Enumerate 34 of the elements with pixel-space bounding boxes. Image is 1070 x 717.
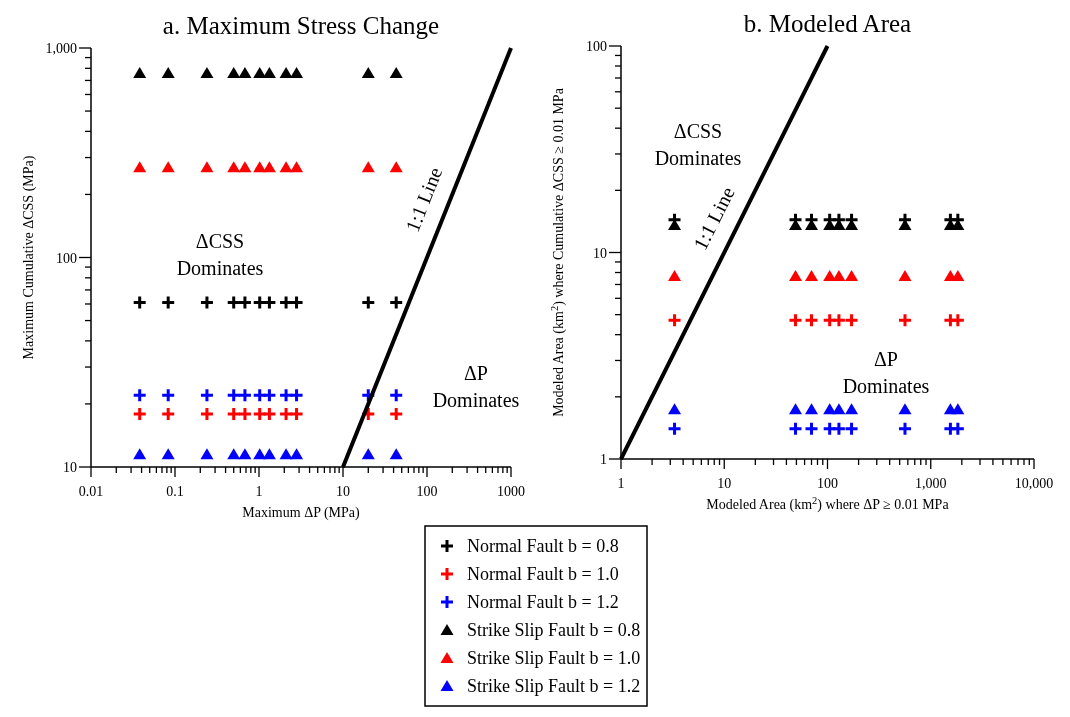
- annotation: ΔP Dominates: [842, 348, 930, 397]
- y-tick-label: 1,000: [45, 41, 77, 56]
- x-tick-label: 100: [416, 484, 438, 499]
- legend-label: Normal Fault b = 1.2: [467, 592, 619, 612]
- legend-label: Strike Slip Fault b = 1.2: [467, 676, 641, 696]
- x-axis-title: Maximum ΔP (MPa): [242, 505, 361, 521]
- text: 1:1 Line: [688, 183, 739, 254]
- y-axis-title: Maximum Cumulative ΔCSS (MPa): [21, 155, 37, 360]
- chart-title: a. Maximum Stress Change: [162, 12, 440, 39]
- x-tick-label: 10: [717, 476, 732, 491]
- x-tick-label: 10,000: [1014, 476, 1054, 491]
- x-tick-label: 100: [817, 476, 838, 491]
- legend-label: Normal Fault b = 0.8: [467, 536, 619, 556]
- x-tick-label: 0.01: [78, 484, 104, 499]
- y-tick-label: 1: [600, 452, 607, 467]
- x-tick-label: 10: [336, 484, 350, 499]
- y-tick-label: 10: [63, 460, 77, 475]
- annotation: ΔP Dominates: [432, 362, 520, 411]
- x-tick-label: 1: [255, 484, 263, 499]
- y-tick-label: 10: [593, 245, 607, 261]
- legend-label: Strike Slip Fault b = 0.8: [467, 620, 641, 640]
- x-tick-label: 1: [617, 476, 625, 491]
- legend-label: Strike Slip Fault b = 1.0: [467, 648, 641, 668]
- annotation: ΔCSS Dominates: [654, 120, 742, 169]
- y-tick-label: 100: [56, 250, 77, 266]
- chart-title: b. Modeled Area: [743, 10, 912, 37]
- x-tick-label: 0.1: [166, 484, 184, 499]
- y-tick-label: 100: [586, 39, 607, 54]
- x-axis-title: Modeled Area (km$^{2}$) where ΔP ≥ 0.01 MPa: [706, 494, 950, 513]
- legend-label: Normal Fault b = 1.0: [467, 564, 619, 584]
- text: 1:1 Line: [400, 164, 447, 235]
- x-tick-label: 1000: [497, 484, 525, 499]
- x-tick-label: 1,000: [915, 476, 947, 491]
- annotation: ΔCSS Dominates: [176, 230, 264, 279]
